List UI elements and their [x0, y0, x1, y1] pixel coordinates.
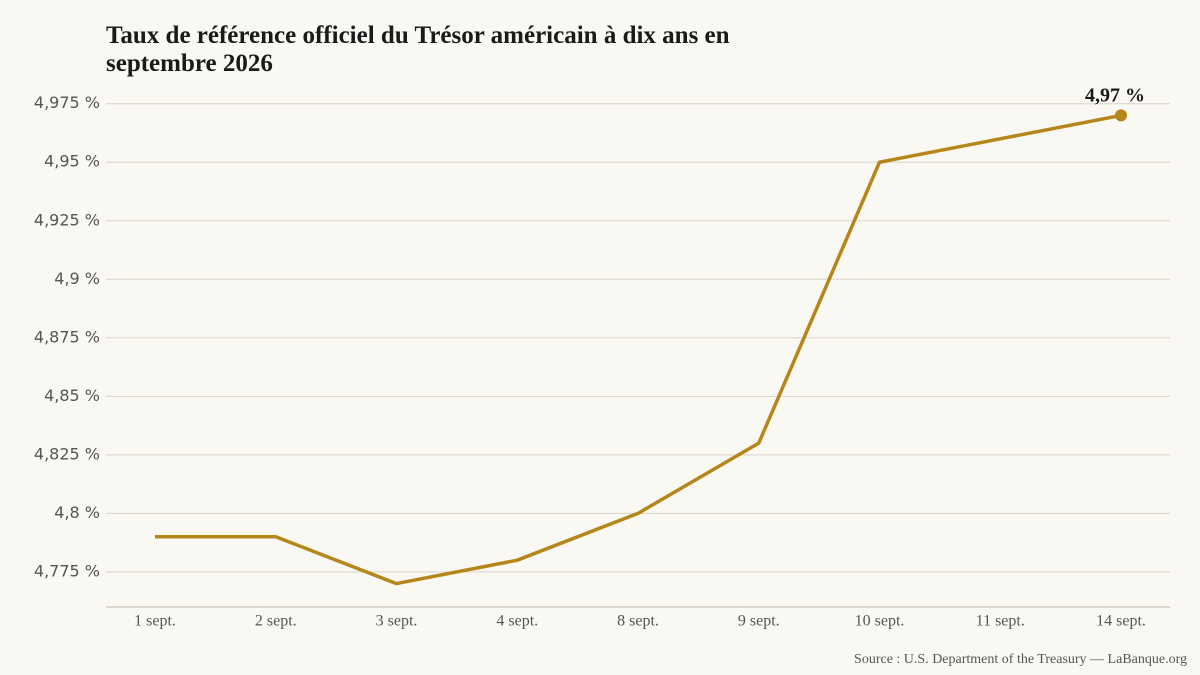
chart-title: Taux de référence officiel du Trésor amé…	[106, 22, 730, 77]
y-tick-label: 4,925 %	[34, 210, 100, 229]
end-point	[1115, 109, 1127, 122]
x-tick-label: 1 sept.	[134, 613, 176, 630]
y-tick-label: 4,8 %	[54, 503, 100, 522]
y-tick-label: 4,975 %	[34, 93, 100, 112]
y-tick-label: 4,825 %	[34, 444, 100, 463]
x-tick-label: 10 sept.	[855, 613, 905, 630]
y-tick-label: 4,95 %	[44, 152, 100, 171]
x-tick-label: 14 sept.	[1096, 613, 1146, 630]
line	[155, 113, 1122, 586]
x-tick-label: 2 sept.	[255, 613, 297, 630]
value-label: 4,97 %	[1085, 84, 1145, 106]
y-tick-label: 4,85 %	[44, 386, 100, 405]
y-tick-label: 4,775 %	[34, 561, 100, 580]
x-tick-label: 8 sept.	[617, 613, 659, 630]
x-tick-label: 9 sept.	[738, 613, 780, 630]
x-tick-label: 11 sept.	[976, 613, 1025, 630]
x-tick-label: 4 sept.	[496, 613, 538, 630]
y-tick-label: 4,875 %	[34, 327, 100, 346]
y-tick-label: 4,9 %	[54, 269, 100, 288]
source: Source : U.S. Department of the Treasury…	[854, 652, 1187, 667]
x-tick-label: 3 sept.	[376, 613, 418, 630]
